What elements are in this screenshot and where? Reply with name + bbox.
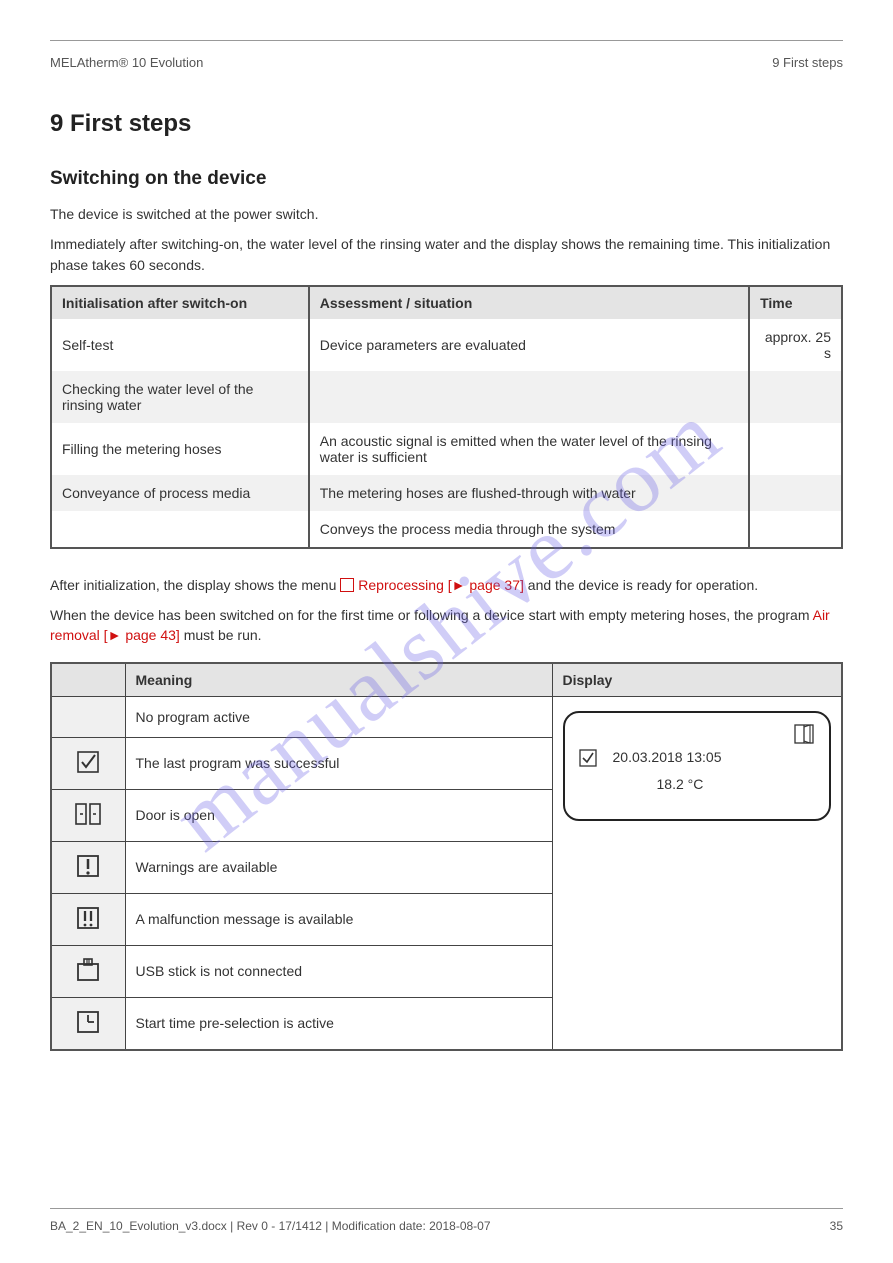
meaning-cell: Warnings are available [125, 841, 552, 893]
link-text: Reprocessing [► page 37] [358, 577, 524, 593]
table-cell: The metering hoses are flushed-through w… [309, 475, 749, 511]
meaning-cell: USB stick is not connected [125, 945, 552, 997]
table-cell: Conveyance of process media [51, 475, 309, 511]
meaning-cell: Start time pre-selection is active [125, 997, 552, 1050]
table-cell [749, 371, 842, 423]
text: must be run. [184, 627, 262, 643]
subsection-switching-on: Switching on the device [50, 168, 843, 190]
header-right: 9 First steps [772, 55, 843, 70]
para-2: Immediately after switching-on, the wate… [50, 234, 843, 275]
para-1: The device is switched at the power swit… [50, 204, 843, 224]
icon-cell-empty [51, 696, 125, 737]
table-cell: Conveys the process media through the sy… [309, 511, 749, 548]
section-heading: 9 First steps [50, 110, 843, 138]
malfunction-icon [51, 893, 125, 945]
panel-temp: 18.2 °C [657, 776, 704, 792]
tbl2-h2: Meaning [125, 663, 552, 697]
after-table-1: After initialization, the display shows … [50, 575, 843, 595]
panel-door-icon [793, 723, 815, 748]
check-icon [51, 737, 125, 789]
page-header: MELAtherm® 10 Evolution 9 First steps [50, 55, 843, 70]
warning-icon [51, 841, 125, 893]
status-table: Meaning Display No program active [50, 662, 843, 1051]
table-cell: Checking the water level of the rinsing … [51, 371, 309, 423]
meaning-cell: The last program was successful [125, 737, 552, 789]
text: and the device is ready for operation. [528, 577, 758, 593]
meaning-cell: Door is open [125, 789, 552, 841]
clock-icon [51, 997, 125, 1050]
meaning-cell: No program active [125, 696, 552, 737]
tbl1-h2: Assessment / situation [309, 286, 749, 319]
table-cell [749, 511, 842, 548]
footer-page-number: 35 [830, 1219, 843, 1233]
door-icon [51, 789, 125, 841]
text: After initialization, the display shows … [50, 577, 336, 593]
table-cell [51, 511, 309, 548]
panel-check-icon [579, 749, 597, 770]
table-cell [749, 423, 842, 475]
header-rule [50, 40, 843, 41]
meaning-cell: A malfunction message is available [125, 893, 552, 945]
table-cell: approx. 25 s [749, 319, 842, 371]
panel-time: 20.03.2018 13:05 [613, 749, 722, 765]
header-left: MELAtherm® 10 Evolution [50, 55, 203, 70]
link-reprocessing[interactable]: Reprocessing [► page 37] [340, 577, 524, 593]
table-cell: Device parameters are evaluated [309, 319, 749, 371]
tbl1-h3: Time [749, 286, 842, 319]
usb-icon [51, 945, 125, 997]
table-cell: Self-test [51, 319, 309, 371]
after-table-2: When the device has been switched on for… [50, 605, 843, 646]
table-cell: Filling the metering hoses [51, 423, 309, 475]
footer-rule [50, 1208, 843, 1209]
page-footer: BA_2_EN_10_Evolution_v3.docx | Rev 0 - 1… [50, 1208, 843, 1233]
tbl1-h1: Initialisation after switch-on [51, 286, 309, 319]
footer-left: BA_2_EN_10_Evolution_v3.docx | Rev 0 - 1… [50, 1219, 491, 1233]
display-panel: 20.03.2018 13:05 18.2 °C [563, 711, 832, 821]
tbl2-h1 [51, 663, 125, 697]
square-icon [340, 578, 354, 592]
tbl2-h3: Display [552, 663, 842, 697]
text: When the device has been switched on for… [50, 607, 809, 623]
table-cell [749, 475, 842, 511]
table-cell [309, 371, 749, 423]
display-cell: 20.03.2018 13:05 18.2 °C [552, 696, 842, 1050]
table-cell: An acoustic signal is emitted when the w… [309, 423, 749, 475]
init-table: Initialisation after switch-on Assessmen… [50, 285, 843, 549]
